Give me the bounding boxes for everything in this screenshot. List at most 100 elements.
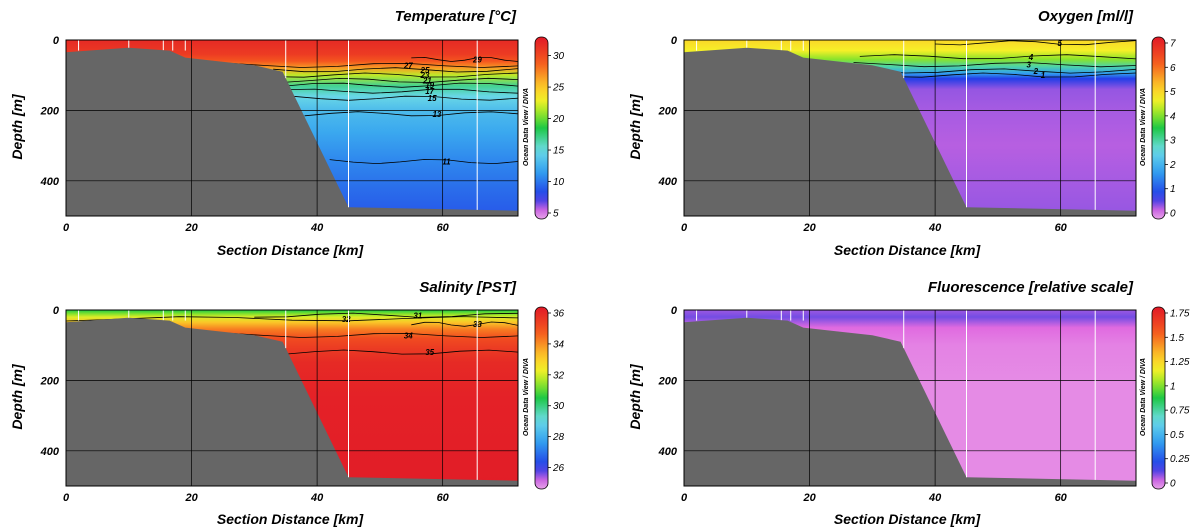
contour-line <box>935 40 1136 46</box>
x-tick-label: 20 <box>802 222 816 234</box>
x-tick-label: 40 <box>928 492 942 504</box>
colorbar-tick-label: 28 <box>552 432 565 443</box>
colorbar-tick-label: 1 <box>1170 184 1176 195</box>
colorbar-tick-label: 5 <box>1170 87 1176 98</box>
colorbar: 0 0.25 0.5 0.75 1 1.25 1.5 1.75 <box>1151 306 1190 490</box>
bathymetry <box>684 317 1136 486</box>
colorbar-tick-label: 7 <box>1170 39 1176 50</box>
contour-label: 15 <box>428 94 437 103</box>
contour-line <box>304 111 518 117</box>
panel-temperature: Temperature [°C] 29272523211917151311020… <box>9 8 565 258</box>
colorbar: 5 10 15 20 25 30 <box>534 36 565 220</box>
plot-frame <box>683 309 1137 487</box>
colorbar: 26 28 30 32 34 36 <box>534 306 565 490</box>
panel-salinity: Salinity [PST] 323133343502040600200400 … <box>9 279 565 527</box>
colorbar-tick-label: 30 <box>553 51 565 62</box>
credit-label: Ocean Data View / DIVA <box>1140 358 1147 436</box>
colorbar-scale <box>1151 306 1166 490</box>
colorbar-tick-label: 15 <box>553 146 565 157</box>
contour-label: 35 <box>425 348 434 357</box>
x-axis-label: Section Distance [km] <box>217 242 365 258</box>
contour-label: 34 <box>404 331 413 340</box>
colorbar-tick-label: 0.25 <box>1170 454 1190 465</box>
colorbar-tick-label: 10 <box>553 177 565 188</box>
colorbar-tick-label: 26 <box>552 463 565 474</box>
colorbar-tick-label: 0 <box>1170 209 1176 220</box>
y-tick-label: 0 <box>53 305 60 317</box>
credit-label: Ocean Data View / DIVA <box>523 358 530 436</box>
y-tick-label: 0 <box>671 35 678 47</box>
contour-label: 27 <box>403 61 413 70</box>
y-axis-label: Depth [m] <box>9 363 25 430</box>
x-tick-label: 40 <box>310 492 324 504</box>
contour-label: 21 <box>422 77 432 86</box>
plot-frame <box>65 309 519 487</box>
x-tick-label: 0 <box>681 222 688 234</box>
y-tick-label: 400 <box>40 446 60 458</box>
x-tick-label: 20 <box>802 492 816 504</box>
contour-line <box>279 77 518 83</box>
colorbar-tick-label: 0 <box>1170 479 1176 490</box>
x-tick-label: 40 <box>928 222 942 234</box>
x-tick-label: 60 <box>437 222 450 234</box>
contour-label: 11 <box>442 157 451 166</box>
colorbar-tick-label: 25 <box>552 83 565 94</box>
y-tick-label: 200 <box>658 105 678 117</box>
plot-frame <box>683 39 1137 217</box>
x-tick-label: 40 <box>310 222 324 234</box>
contour-label: 4 <box>1028 53 1034 62</box>
contour-line <box>285 88 518 94</box>
y-axis-label: Depth [m] <box>9 93 25 160</box>
colorbar-tick-label: 32 <box>553 370 565 381</box>
bathymetry <box>66 317 518 486</box>
colorbar-tick-label: 1.75 <box>1170 309 1190 320</box>
panel-title: Fluorescence [relative scale] <box>928 279 1134 296</box>
plot-area: 5 432 1 0 20 40 60 0 200 400 <box>658 35 1137 234</box>
contour-line <box>859 54 1136 60</box>
colorbar-scale <box>1151 36 1166 220</box>
bathymetry <box>684 47 1136 216</box>
colorbar-tick-label: 6 <box>1170 63 1176 74</box>
colorbar-scale <box>534 36 549 220</box>
y-axis-label: Depth [m] <box>627 93 643 160</box>
contour-line <box>254 312 518 318</box>
colorbar-tick-label: 5 <box>553 209 559 220</box>
y-tick-label: 200 <box>40 375 60 387</box>
contour-label: 13 <box>432 110 441 119</box>
x-tick-label: 60 <box>437 492 450 504</box>
colorbar-tick-label: 1 <box>1170 381 1176 392</box>
plot-area: 323133343502040600200400 <box>40 305 519 504</box>
contour-line <box>291 95 518 101</box>
x-axis-label: Section Distance [km] <box>834 242 982 258</box>
x-tick-label: 0 <box>681 492 688 504</box>
contour-label: 19 <box>425 81 434 90</box>
contour-label: 17 <box>425 87 434 96</box>
colorbar-tick-label: 0.75 <box>1170 406 1190 417</box>
colorbar-tick-label: 0.5 <box>1170 430 1184 441</box>
y-tick-label: 400 <box>40 176 60 188</box>
contour-label: 23 <box>420 71 430 80</box>
colorbar-tick-label: 34 <box>553 339 565 350</box>
x-tick-label: 0 <box>63 492 70 504</box>
credit-label: Ocean Data View / DIVA <box>1140 88 1147 166</box>
contour-label: 5 <box>1057 39 1062 48</box>
x-tick-label: 20 <box>184 492 198 504</box>
y-tick-label: 0 <box>671 305 678 317</box>
contour-label: 3 <box>1026 61 1031 70</box>
contour-line <box>853 62 1136 68</box>
panel-fluorescence: Fluorescence [relative scale] 0 20 40 60 0 20… <box>627 279 1190 527</box>
x-tick-label: 60 <box>1055 222 1068 234</box>
contour-line <box>285 349 518 355</box>
y-tick-label: 200 <box>40 105 60 117</box>
y-tick-label: 400 <box>658 176 678 188</box>
colorbar-tick-label: 2 <box>1169 160 1176 171</box>
credit-label: Ocean Data View / DIVA <box>523 88 530 166</box>
contour-label: 25 <box>420 66 430 75</box>
contour-line <box>411 321 518 327</box>
contour-label: 2 <box>1033 67 1039 76</box>
plot-area: 2927252321191715131102040600200400 <box>40 35 519 234</box>
contour-line <box>329 159 518 165</box>
x-axis-label: Section Distance [km] <box>834 511 982 527</box>
panel-title: Oxygen [ml/l] <box>1038 8 1134 25</box>
